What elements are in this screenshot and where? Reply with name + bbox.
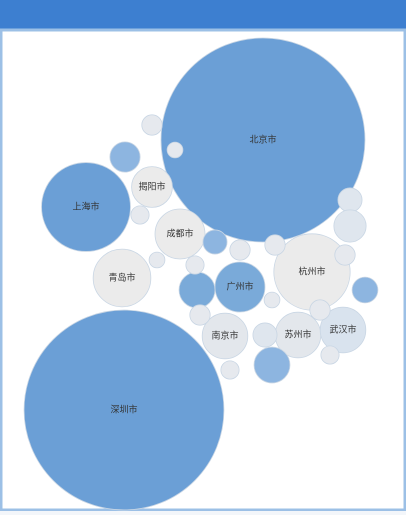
bubble <box>229 239 251 261</box>
bubble <box>131 166 173 208</box>
bubble <box>166 141 184 159</box>
bubble-label: 广州市 <box>226 281 253 293</box>
bubble <box>130 205 150 225</box>
bubble <box>220 360 240 380</box>
bubble <box>189 304 211 326</box>
bubble-label: 青岛市 <box>108 272 135 284</box>
bubble <box>109 141 141 173</box>
bubble <box>141 114 163 136</box>
bubble <box>160 37 366 243</box>
bubble <box>154 208 206 260</box>
bubble-label: 杭州市 <box>298 266 325 278</box>
bubble <box>252 322 278 348</box>
bubble <box>333 209 367 243</box>
bubble <box>201 312 249 360</box>
bubble-label: 南京市 <box>211 330 238 342</box>
bubble-label: 成都市 <box>166 228 193 240</box>
bubble-label: 上海市 <box>72 201 99 213</box>
bubble <box>263 291 281 309</box>
header-bar <box>0 0 406 30</box>
bubble <box>334 244 356 266</box>
bubble <box>202 229 228 255</box>
bubble-label: 深圳市 <box>110 404 137 416</box>
card-border <box>0 28 406 512</box>
bubble <box>264 234 286 256</box>
bubble <box>92 248 152 308</box>
bubble <box>319 306 367 354</box>
bubble <box>253 346 291 384</box>
bubble <box>337 187 363 213</box>
bubble-label: 苏州市 <box>284 329 311 341</box>
bubble-label: 揭阳市 <box>138 181 165 193</box>
bubble <box>185 255 205 275</box>
bubble <box>320 345 340 365</box>
bubble <box>309 299 331 321</box>
bubble-label: 北京市 <box>249 134 276 146</box>
bubble-label: 武汉市 <box>329 324 356 336</box>
bubble <box>23 309 225 511</box>
bubble <box>351 276 379 304</box>
bubble <box>178 271 216 309</box>
bubble <box>148 251 166 269</box>
bubble <box>41 162 131 252</box>
